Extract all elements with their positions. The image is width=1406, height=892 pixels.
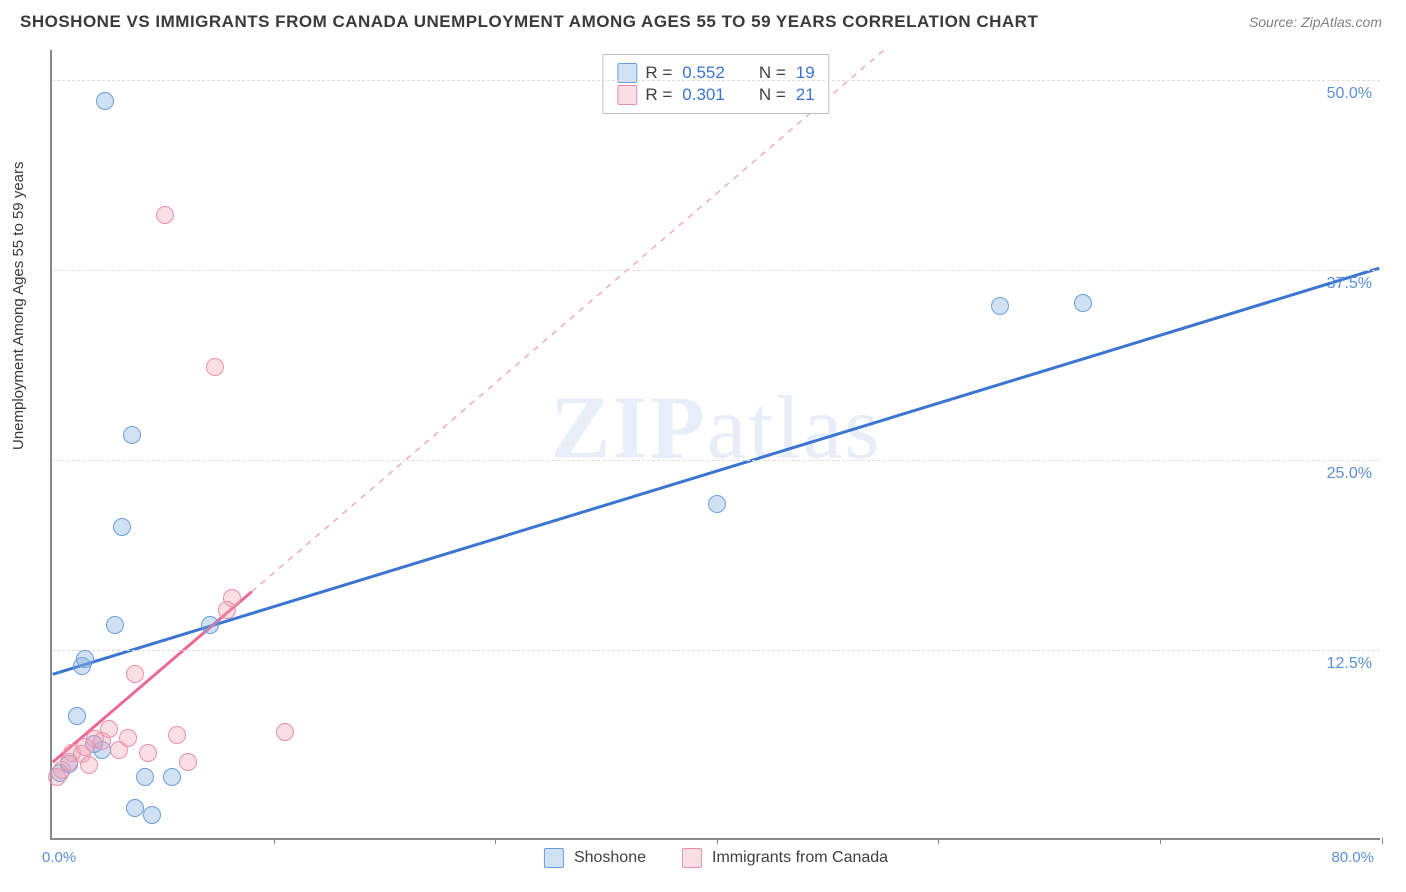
x-axis-min: 0.0% — [42, 849, 76, 866]
data-point — [106, 616, 124, 634]
data-point — [206, 358, 224, 376]
data-point — [708, 495, 726, 513]
r-value-2: 0.301 — [682, 85, 725, 105]
data-point — [991, 297, 1009, 315]
data-point — [119, 729, 137, 747]
y-tick-label: 37.5% — [1327, 275, 1372, 293]
swatch-canada — [617, 85, 637, 105]
legend-label-shoshone: Shoshone — [574, 849, 646, 867]
data-point — [100, 720, 118, 738]
x-axis-max: 80.0% — [1331, 849, 1374, 866]
data-point — [156, 206, 174, 224]
gridline — [52, 270, 1380, 271]
gridline — [52, 80, 1380, 81]
trend-line-extrapolated — [252, 50, 884, 592]
legend-label-canada: Immigrants from Canada — [712, 849, 888, 867]
data-point — [1074, 294, 1092, 312]
n-label: N = — [759, 85, 786, 105]
data-point — [163, 768, 181, 786]
x-tick-mark — [1382, 838, 1383, 844]
data-point — [80, 756, 98, 774]
data-point — [113, 518, 131, 536]
data-point — [139, 744, 157, 762]
data-point — [126, 665, 144, 683]
trend-line — [53, 268, 1380, 674]
y-tick-label: 12.5% — [1327, 655, 1372, 673]
x-tick-mark — [717, 838, 718, 844]
data-point — [276, 723, 294, 741]
data-point — [223, 589, 241, 607]
plot-area: ZIPatlas R = 0.552 N = 19 R = 0.301 N = … — [50, 50, 1380, 840]
legend-row-canada: R = 0.301 N = 21 — [617, 85, 814, 105]
y-axis-label: Unemployment Among Ages 55 to 59 years — [10, 161, 27, 450]
swatch-canada — [682, 848, 702, 868]
y-tick-label: 50.0% — [1327, 85, 1372, 103]
watermark: ZIPatlas — [551, 377, 882, 480]
data-point — [123, 426, 141, 444]
swatch-shoshone — [544, 848, 564, 868]
gridline — [52, 650, 1380, 651]
data-point — [136, 768, 154, 786]
chart-title: SHOSHONE VS IMMIGRANTS FROM CANADA UNEMP… — [20, 12, 1038, 32]
series-legend: Shoshone Immigrants from Canada — [544, 848, 888, 868]
n-value-2: 21 — [796, 85, 815, 105]
data-point — [201, 616, 219, 634]
gridline — [52, 460, 1380, 461]
x-tick-mark — [1160, 838, 1161, 844]
r-label: R = — [645, 85, 672, 105]
data-point — [96, 92, 114, 110]
data-point — [179, 753, 197, 771]
x-tick-mark — [495, 838, 496, 844]
x-tick-mark — [938, 838, 939, 844]
x-tick-mark — [274, 838, 275, 844]
y-tick-label: 25.0% — [1327, 465, 1372, 483]
data-point — [168, 726, 186, 744]
source-attribution: Source: ZipAtlas.com — [1249, 14, 1382, 30]
data-point — [76, 650, 94, 668]
correlation-legend: R = 0.552 N = 19 R = 0.301 N = 21 — [602, 54, 829, 114]
trend-lines-layer — [52, 50, 1380, 838]
data-point — [143, 806, 161, 824]
data-point — [68, 707, 86, 725]
data-point — [126, 799, 144, 817]
